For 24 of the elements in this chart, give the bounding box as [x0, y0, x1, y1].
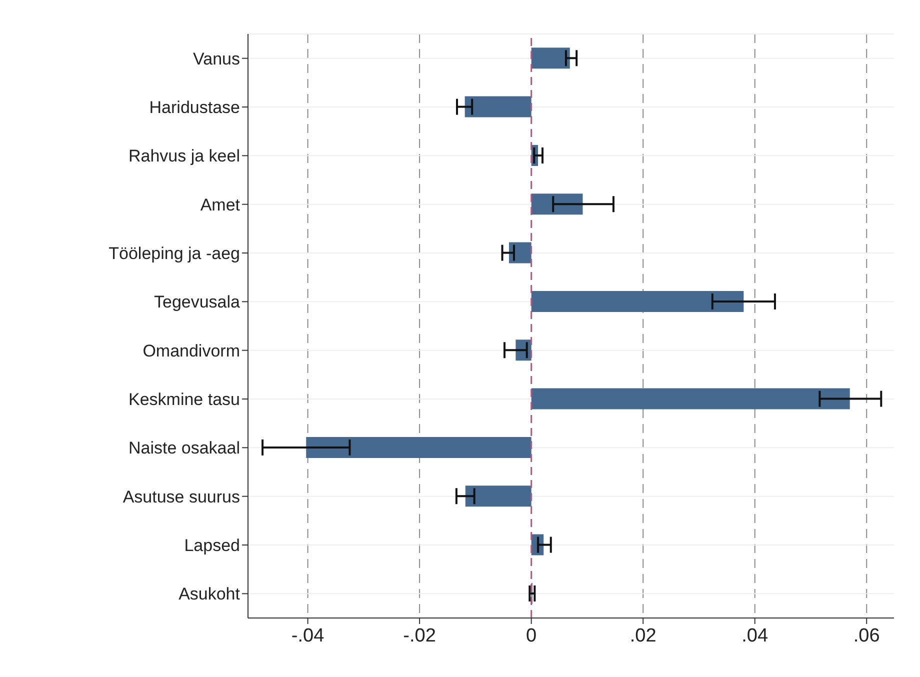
y-tick-label: Asukoht — [178, 584, 240, 604]
y-tick-label: Rahvus ja keel — [128, 146, 240, 166]
y-tick-label: Asutuse suurus — [122, 487, 240, 506]
bar — [464, 96, 532, 118]
x-tick-label: -.04 — [291, 625, 325, 646]
x-tick-label: 0 — [526, 625, 537, 646]
bar — [465, 486, 532, 507]
y-tick-label: Vanus — [193, 49, 240, 68]
y-tick-label: Haridustase — [149, 98, 240, 118]
y-tick-label: Lapsed — [184, 536, 240, 556]
bar — [531, 388, 850, 410]
bar — [306, 436, 532, 458]
y-tick-label: Amet — [200, 195, 240, 214]
bar — [531, 48, 570, 69]
y-tick-label: Keskmine tasu — [128, 390, 240, 410]
bar — [531, 290, 744, 312]
x-tick-label: .06 — [853, 625, 880, 646]
y-tick-label: Tööleping ja -aeg — [108, 244, 240, 264]
y-tick-label: Tegevusala — [154, 292, 241, 312]
x-tick-label: .04 — [742, 625, 768, 646]
y-tick-label: Naiste osakaal — [128, 438, 240, 458]
x-tick-label: .02 — [630, 625, 656, 646]
x-tick-label: -.02 — [403, 625, 436, 646]
y-tick-label: Omandivorm — [142, 341, 240, 360]
